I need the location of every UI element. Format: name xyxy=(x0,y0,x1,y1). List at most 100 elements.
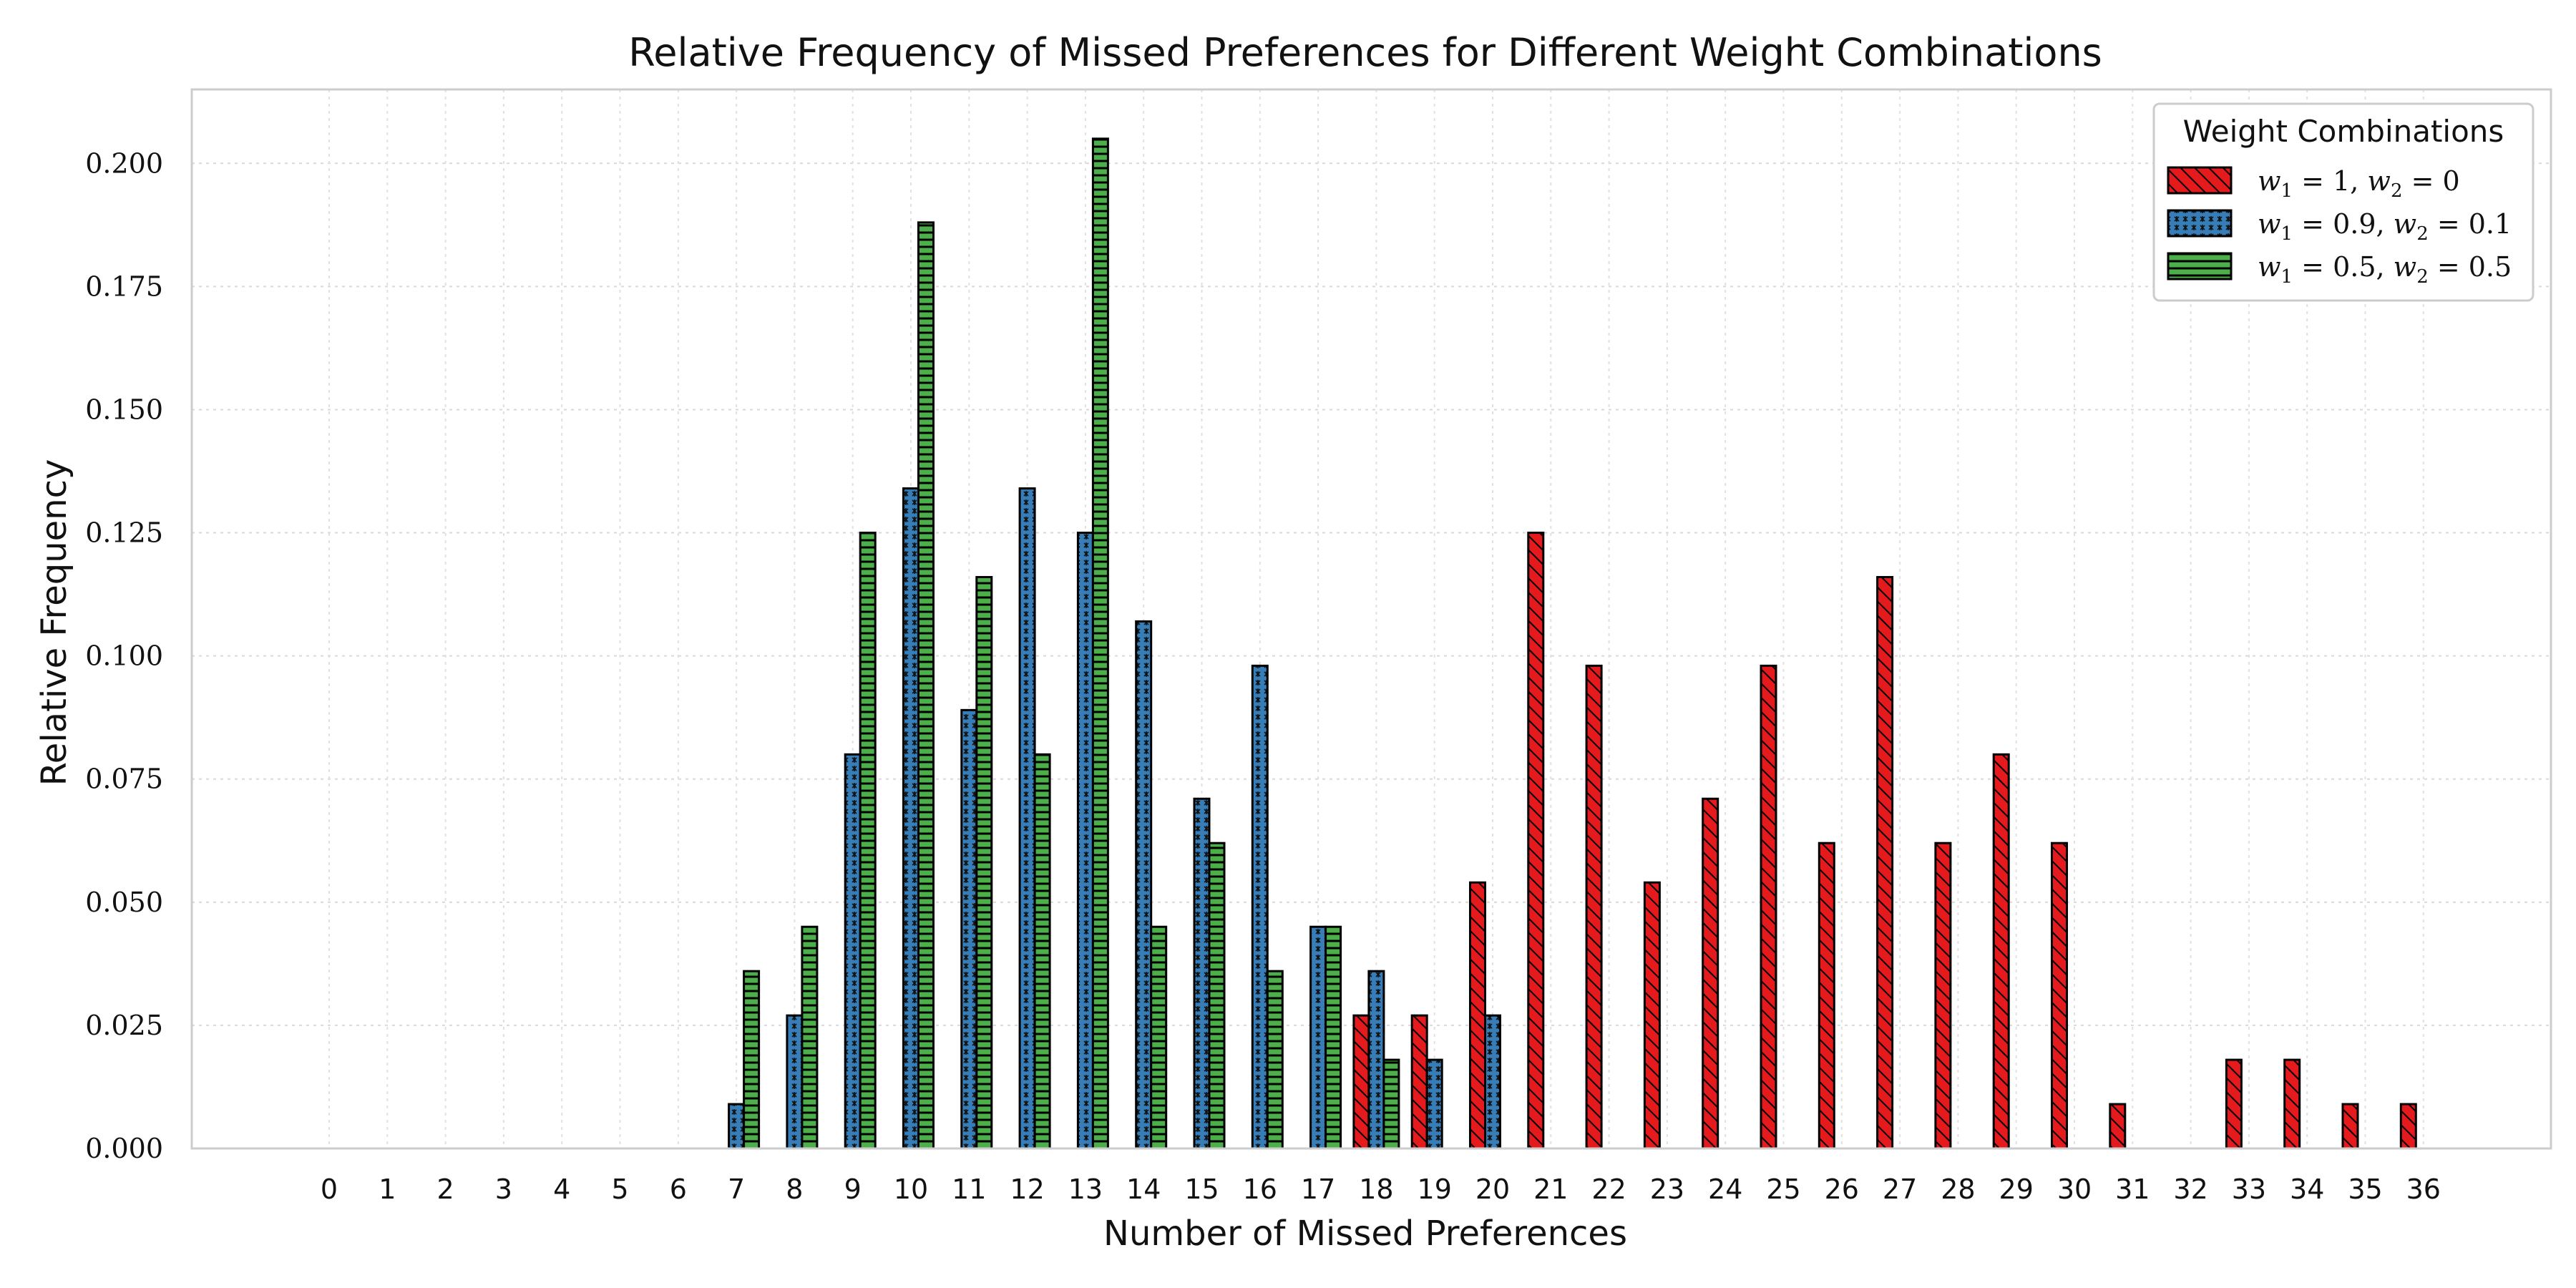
bar-series-1-x-28 xyxy=(1934,841,1952,1150)
legend-swatch-series-3 xyxy=(2167,252,2233,280)
y-tick-label-4: 0.100 xyxy=(85,640,163,672)
x-tick-label-35: 35 xyxy=(2348,1174,2382,1205)
legend-entry-series-1: w1 = 1, w2 = 0 xyxy=(2258,165,2460,202)
bar-series-1-x-27 xyxy=(1876,575,1894,1150)
y-tick-label-6: 0.150 xyxy=(85,394,163,425)
x-tick-label-15: 15 xyxy=(1184,1174,1219,1205)
bar-series-3-x-17 xyxy=(1324,925,1342,1150)
bar-series-2-x-9 xyxy=(844,753,862,1150)
bar-series-3-x-13 xyxy=(1091,137,1109,1150)
x-tick-label-32: 32 xyxy=(2173,1174,2207,1205)
legend: Weight Combinations w1 = 1, w2 = 0 w1 = … xyxy=(2152,102,2534,302)
y-tick-label-1: 0.025 xyxy=(85,1010,163,1041)
x-tick-label-19: 19 xyxy=(1418,1174,1452,1205)
x-tick-label-21: 21 xyxy=(1533,1174,1568,1205)
bar-series-1-x-29 xyxy=(1992,753,2010,1150)
y-tick-label-8: 0.200 xyxy=(85,147,163,179)
legend-box xyxy=(2152,102,2534,302)
bar-series-3-x-18 xyxy=(1382,1058,1400,1150)
x-tick-label-23: 23 xyxy=(1650,1174,1684,1205)
bar-series-3-x-11 xyxy=(975,575,993,1150)
bar-series-1-x-19 xyxy=(1410,1014,1428,1150)
x-tick-label-13: 13 xyxy=(1068,1174,1103,1205)
legend-swatch-series-1 xyxy=(2167,166,2233,195)
bar-series-1-x-22 xyxy=(1585,664,1603,1150)
bar-series-3-x-15 xyxy=(1208,841,1226,1150)
x-tick-label-6: 6 xyxy=(670,1174,687,1205)
bar-series-2-x-8 xyxy=(786,1014,804,1150)
bar-series-2-x-11 xyxy=(960,708,978,1150)
bar-series-1-x-33 xyxy=(2225,1058,2243,1150)
y-tick-label-7: 0.175 xyxy=(85,270,163,302)
bar-series-2-x-15 xyxy=(1193,797,1211,1150)
bar-series-3-x-7 xyxy=(743,970,761,1150)
bar-series-1-x-25 xyxy=(1760,664,1777,1150)
bar-series-1-x-26 xyxy=(1818,841,1835,1150)
bar-series-1-x-31 xyxy=(2109,1103,2127,1150)
x-tick-label-34: 34 xyxy=(2290,1174,2324,1205)
x-tick-label-7: 7 xyxy=(728,1174,745,1205)
y-tick-label-2: 0.050 xyxy=(85,887,163,918)
bar-series-2-x-16 xyxy=(1251,664,1269,1150)
bar-series-2-x-17 xyxy=(1309,925,1327,1150)
legend-entry-series-3: w1 = 0.5, w2 = 0.5 xyxy=(2258,251,2512,288)
x-axis-label: Number of Missed Preferences xyxy=(1103,1214,1627,1254)
x-tick-label-2: 2 xyxy=(437,1174,454,1205)
bar-series-1-x-20 xyxy=(1469,881,1486,1150)
x-tick-label-0: 0 xyxy=(321,1174,338,1205)
x-tick-label-12: 12 xyxy=(1010,1174,1044,1205)
x-tick-label-25: 25 xyxy=(1766,1174,1800,1205)
x-tick-label-31: 31 xyxy=(2115,1174,2150,1205)
bar-series-1-x-24 xyxy=(1702,797,1719,1150)
y-tick-label-3: 0.075 xyxy=(85,763,163,795)
legend-title: Weight Combinations xyxy=(2183,114,2504,149)
bar-series-1-x-30 xyxy=(2051,841,2068,1150)
bar-series-1-x-18 xyxy=(1352,1014,1370,1150)
bar-series-2-x-14 xyxy=(1135,620,1153,1150)
x-tick-label-26: 26 xyxy=(1825,1174,1859,1205)
bar-series-2-x-7 xyxy=(728,1103,746,1150)
x-tick-label-14: 14 xyxy=(1126,1174,1161,1205)
x-tick-label-18: 18 xyxy=(1359,1174,1393,1205)
x-tick-label-4: 4 xyxy=(553,1174,570,1205)
bar-series-2-x-12 xyxy=(1018,487,1036,1150)
axes xyxy=(190,88,2552,1150)
x-tick-label-11: 11 xyxy=(952,1174,986,1205)
legend-entry-series-2: w1 = 0.9, w2 = 0.1 xyxy=(2258,208,2512,245)
bars xyxy=(728,137,2417,1150)
chart-title: Relative Frequency of Missed Preferences… xyxy=(628,30,2102,75)
x-tick-label-30: 30 xyxy=(2057,1174,2092,1205)
bar-series-2-x-13 xyxy=(1076,532,1094,1150)
x-tick-label-3: 3 xyxy=(495,1174,512,1205)
bar-series-1-x-34 xyxy=(2283,1058,2301,1150)
bar-series-1-x-36 xyxy=(2399,1103,2417,1150)
bar-series-1-x-23 xyxy=(1643,881,1661,1150)
y-tick-labels: 0.000 0.025 0.050 0.075 0.100 0.125 0.150 0.175… xyxy=(85,147,163,1164)
x-tick-label-29: 29 xyxy=(1999,1174,2034,1205)
bar-series-3-x-12 xyxy=(1033,753,1051,1150)
x-tick-label-5: 5 xyxy=(611,1174,628,1205)
bar-series-2-x-19 xyxy=(1425,1058,1443,1150)
y-tick-label-5: 0.125 xyxy=(85,517,163,549)
x-tick-label-17: 17 xyxy=(1301,1174,1335,1205)
legend-swatch-series-2 xyxy=(2167,209,2233,238)
y-axis-label: Relative Frequency xyxy=(34,459,74,786)
bar-series-3-x-8 xyxy=(801,925,819,1150)
x-tick-label-10: 10 xyxy=(894,1174,928,1205)
bar-series-1-x-21 xyxy=(1527,532,1545,1150)
plot-frame xyxy=(190,88,2552,1150)
bar-series-2-x-20 xyxy=(1484,1014,1501,1150)
x-tick-label-36: 36 xyxy=(2406,1174,2441,1205)
x-tick-label-16: 16 xyxy=(1243,1174,1277,1205)
x-tick-label-20: 20 xyxy=(1475,1174,1510,1205)
x-tick-label-24: 24 xyxy=(1708,1174,1742,1205)
x-tick-label-1: 1 xyxy=(379,1174,396,1205)
x-tick-label-8: 8 xyxy=(786,1174,803,1205)
bar-series-2-x-18 xyxy=(1367,970,1385,1150)
x-tick-labels: 0 1 2 3 4 5 6 7 8 9 10 11 12 13 14 15 16 17 18 19 20 21 22 23 24… xyxy=(321,1174,2441,1205)
bar-series-1-x-35 xyxy=(2341,1103,2359,1150)
bar-series-3-x-10 xyxy=(917,221,935,1150)
bar-series-3-x-14 xyxy=(1150,925,1168,1150)
x-tick-label-22: 22 xyxy=(1591,1174,1626,1205)
